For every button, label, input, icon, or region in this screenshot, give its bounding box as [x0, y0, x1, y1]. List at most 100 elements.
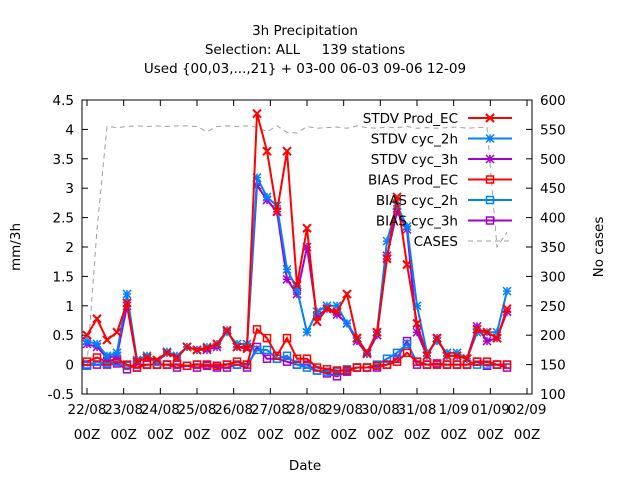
data-point: [222, 360, 232, 369]
data-point: [342, 318, 352, 328]
data-point: [442, 360, 452, 369]
y2-tick-label: 150: [540, 358, 566, 374]
data-point: [182, 342, 192, 352]
x-tick-date-label: 02/09: [508, 402, 547, 418]
data-point: [212, 339, 222, 349]
x-tick-date-label: 27/08: [251, 402, 290, 418]
data-point: [112, 327, 122, 337]
data-point: [282, 264, 292, 274]
y-tick-label: -0.5: [48, 387, 74, 403]
data-point: [322, 365, 332, 374]
data-point: [472, 357, 482, 366]
data-point: [432, 360, 442, 369]
chart-title: 3h Precipitation: [252, 23, 358, 39]
legend-label: BIAS cyc_3h: [376, 214, 458, 230]
data-point: [192, 345, 202, 355]
data-point: [382, 354, 392, 363]
legend-label: STDV cyc_2h: [371, 132, 458, 148]
data-point: [292, 280, 302, 290]
data-point: [282, 351, 292, 361]
x-tick-hour-label: 00Z: [184, 427, 210, 443]
data-point: [402, 348, 412, 358]
x-tick-date-label: 01/09: [471, 402, 510, 418]
legend: STDV Prod_EC STDV cyc_2h STDV cyc_3h BIAS P…: [363, 111, 512, 250]
data-point: [162, 360, 172, 369]
data-point: [92, 339, 102, 349]
data-point: [302, 354, 312, 363]
data-point: [202, 360, 212, 369]
data-point: [282, 357, 292, 366]
legend-marker: [485, 216, 495, 225]
data-point: [282, 146, 292, 156]
data-point: [482, 357, 492, 366]
series-0: [82, 108, 512, 367]
data-point: [302, 363, 312, 372]
data-point: [442, 351, 452, 361]
data-point: [262, 146, 272, 156]
x-tick-date-label: 26/08: [214, 402, 253, 418]
y-tick-label: 4.5: [53, 93, 74, 109]
data-point: [332, 366, 342, 375]
legend-label: STDV Prod_EC: [363, 111, 458, 127]
data-point: [252, 345, 262, 355]
data-point: [262, 345, 272, 355]
x-tick-date-label: 23/08: [104, 402, 143, 418]
data-point: [122, 360, 132, 369]
y-tick-label: 2.5: [53, 211, 74, 227]
data-point: [152, 355, 162, 365]
data-point: [272, 351, 282, 361]
data-point: [302, 223, 312, 233]
x-tick-hour-label: 00Z: [257, 427, 283, 443]
data-point: [492, 360, 502, 369]
data-point: [372, 327, 382, 337]
data-point: [422, 360, 432, 369]
data-point: [312, 316, 322, 327]
data-point: [302, 327, 312, 337]
chart-subtitle-line-1: Selection: ALL 139 stations: [205, 42, 405, 58]
data-point: [352, 363, 362, 372]
data-point: [492, 333, 502, 343]
legend-marker: [485, 133, 495, 144]
y2-axis-ticks: 100 150 200 250 300 350 400 450 500 550 600: [526, 93, 566, 403]
data-point: [402, 339, 412, 349]
data-point: [102, 335, 112, 345]
y2-tick-label: 350: [540, 240, 566, 256]
x-tick-date-label: 24/08: [141, 402, 180, 418]
y2-tick-label: 200: [540, 328, 566, 344]
x-tick-date-label: 22/08: [68, 402, 107, 418]
data-point: [92, 353, 102, 362]
y-tick-label: 1: [65, 299, 74, 315]
data-point: [452, 360, 462, 369]
x-tick-hour-label: 00Z: [294, 427, 320, 443]
data-point: [502, 286, 512, 296]
series-layer: [82, 108, 512, 381]
data-point: [402, 259, 412, 270]
y-axis-label: mm/3h: [8, 223, 24, 271]
legend-marker: [485, 154, 495, 164]
data-point: [422, 351, 432, 361]
y-tick-label: 3: [65, 181, 74, 197]
series-line: [86, 125, 508, 365]
data-point: [242, 344, 252, 354]
data-point: [252, 325, 262, 334]
x-tick-hour-label: 00Z: [367, 427, 393, 443]
data-point: [482, 327, 492, 337]
data-point: [92, 314, 102, 324]
data-point: [262, 333, 272, 343]
y-tick-label: 4: [65, 122, 74, 138]
legend-label: STDV cyc_3h: [371, 152, 458, 168]
x-tick-date-label: 30/08: [361, 402, 400, 418]
y-tick-label: 3.5: [53, 152, 74, 168]
data-point: [382, 360, 392, 369]
x-tick-hour-label: 00Z: [404, 427, 430, 443]
data-point: [432, 333, 442, 343]
chart-subtitle-line-2: Used {00,03,...,21} + 03-00 06-03 09-06 …: [144, 61, 466, 77]
data-point: [332, 306, 342, 317]
x-tick-date-label: 29/08: [324, 402, 363, 418]
x-axis-ticks: 22/0800Z23/0800Z24/0800Z25/0800Z26/0800Z…: [68, 100, 547, 443]
y2-tick-label: 450: [540, 181, 566, 197]
data-point: [242, 360, 252, 369]
data-point: [392, 357, 402, 366]
legend-marker: [485, 175, 495, 184]
